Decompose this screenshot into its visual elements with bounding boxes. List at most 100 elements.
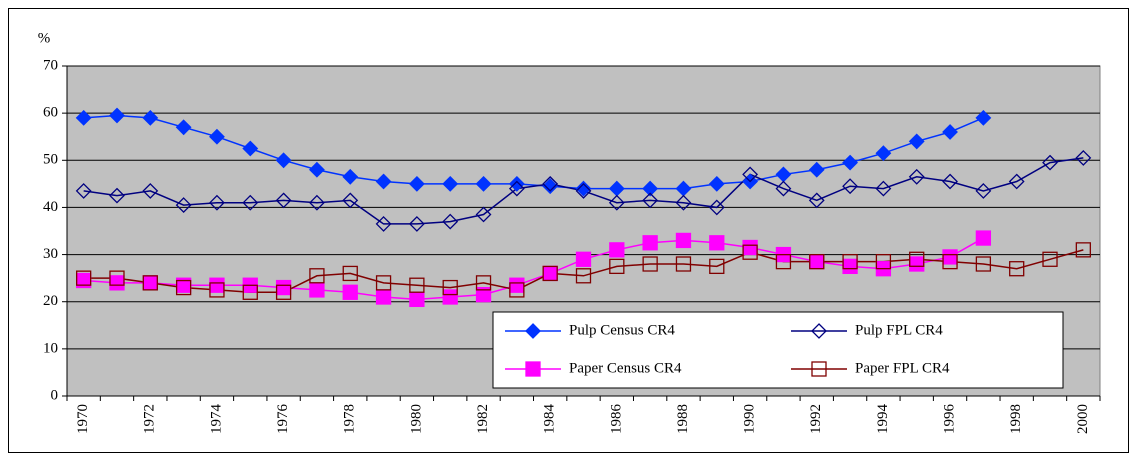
marker — [975, 230, 992, 246]
marker — [908, 133, 925, 150]
marker — [708, 199, 725, 216]
marker — [109, 275, 125, 291]
legend-label: Paper FPL CR4 — [855, 360, 950, 376]
y-tick-label: 70 — [43, 57, 58, 73]
x-tick-label: 1970 — [75, 404, 91, 434]
marker — [609, 258, 625, 275]
x-tick-label: 1994 — [875, 404, 891, 435]
marker — [609, 242, 625, 258]
marker — [409, 291, 425, 308]
marker — [742, 244, 758, 260]
marker — [175, 119, 192, 136]
marker — [442, 175, 459, 192]
marker — [842, 253, 858, 270]
marker — [175, 279, 192, 296]
x-tick-label: 1988 — [675, 404, 691, 434]
x-tick-label: 1976 — [275, 404, 291, 435]
marker — [1075, 242, 1091, 258]
marker — [542, 265, 558, 282]
marker — [775, 180, 792, 197]
marker — [975, 183, 992, 199]
marker — [1008, 173, 1025, 190]
marker — [875, 145, 892, 162]
x-tick-label: 1974 — [208, 404, 224, 435]
x-tick-label: 1984 — [542, 404, 558, 435]
marker — [109, 187, 125, 204]
marker — [942, 253, 958, 270]
y-tick-label: 50 — [43, 152, 58, 168]
marker — [109, 107, 125, 124]
marker — [442, 279, 458, 296]
marker — [75, 109, 92, 126]
marker — [375, 289, 392, 305]
marker — [408, 175, 425, 192]
marker — [675, 194, 692, 211]
marker — [642, 235, 658, 251]
marker — [508, 175, 525, 192]
marker — [908, 168, 925, 185]
marker — [775, 253, 792, 270]
marker — [242, 194, 259, 211]
marker — [409, 277, 425, 293]
marker — [575, 183, 592, 199]
marker — [308, 161, 325, 178]
marker — [875, 253, 892, 270]
marker — [509, 282, 525, 298]
marker — [375, 275, 392, 291]
x-tick-label: 1972 — [142, 404, 158, 434]
marker — [342, 192, 359, 209]
x-tick-label: 1996 — [941, 404, 957, 435]
marker — [475, 286, 492, 303]
marker — [808, 161, 825, 178]
y-tick-label: 30 — [43, 246, 58, 262]
marker — [475, 175, 492, 192]
legend-label: Paper Census CR4 — [569, 360, 682, 376]
marker — [142, 109, 159, 126]
marker — [975, 256, 992, 272]
marker — [275, 279, 292, 296]
marker — [142, 275, 158, 291]
marker — [708, 175, 725, 192]
marker — [809, 253, 825, 270]
x-tick-label: 1982 — [475, 404, 491, 434]
marker — [525, 361, 541, 377]
marker — [209, 277, 225, 293]
marker — [842, 178, 859, 195]
marker — [709, 235, 725, 251]
marker — [811, 323, 827, 339]
marker — [209, 128, 225, 145]
y-tick-label: 0 — [51, 387, 59, 403]
marker — [1042, 251, 1058, 267]
marker — [542, 178, 559, 195]
marker — [709, 258, 725, 275]
marker — [811, 361, 827, 377]
marker — [808, 192, 825, 209]
marker — [309, 268, 325, 284]
legend-label: Pulp Census CR4 — [569, 322, 675, 338]
y-tick-label: 10 — [43, 340, 58, 356]
marker — [342, 284, 358, 300]
x-tick-label: 1998 — [1008, 404, 1024, 434]
marker — [442, 213, 459, 230]
marker — [575, 268, 592, 284]
marker — [1009, 261, 1025, 277]
marker — [742, 166, 759, 183]
marker — [242, 140, 259, 157]
marker — [76, 270, 92, 286]
marker — [909, 256, 925, 272]
marker — [442, 289, 458, 305]
marker — [542, 265, 558, 282]
x-tick-label: 1992 — [808, 404, 824, 434]
marker — [375, 173, 392, 190]
marker — [675, 232, 692, 249]
x-tick-label: 2000 — [1075, 404, 1091, 434]
y-axis-label: % — [38, 30, 51, 46]
marker — [742, 239, 758, 256]
y-tick-label: 60 — [43, 105, 58, 121]
marker — [575, 180, 592, 197]
marker — [309, 282, 325, 298]
x-tick-label: 1980 — [408, 404, 424, 434]
marker — [909, 251, 925, 267]
marker — [642, 192, 659, 209]
marker — [642, 180, 659, 197]
